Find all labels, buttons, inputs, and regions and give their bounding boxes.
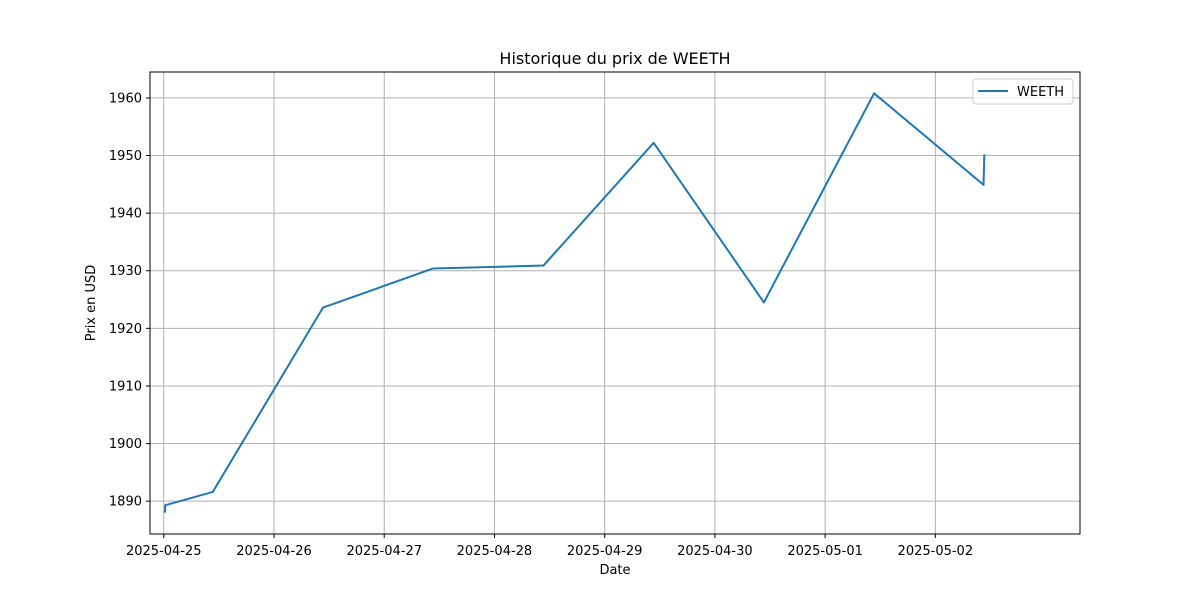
y-axis: 1890 1900 1910 1920 1930 1940 1950 1960 — [109, 91, 150, 510]
x-axis: 2025-04-25 2025-04-26 2025-04-27 2025-04-28… — [126, 534, 973, 559]
legend: WEETH — [972, 78, 1074, 105]
grid — [150, 72, 1080, 534]
y-tick-label: 1940 — [109, 207, 142, 222]
x-tick-label: 2025-04-28 — [457, 544, 533, 559]
x-tick-label: 2025-05-01 — [787, 544, 863, 559]
y-tick-label: 1920 — [109, 322, 142, 337]
chart-title: Historique du prix de WEETH — [499, 49, 730, 68]
x-tick-label: 2025-04-29 — [567, 544, 643, 559]
x-axis-label: Date — [599, 563, 630, 578]
y-tick-label: 1900 — [109, 437, 142, 452]
x-tick-label: 2025-04-30 — [677, 544, 753, 559]
y-tick-label: 1930 — [109, 264, 142, 279]
x-tick-label: 2025-04-26 — [236, 544, 312, 559]
y-tick-label: 1890 — [109, 495, 142, 510]
plot-background — [150, 72, 1080, 534]
x-tick-label: 2025-05-02 — [898, 544, 974, 559]
x-tick-label: 2025-04-25 — [126, 544, 202, 559]
legend-box — [972, 78, 1074, 105]
plot-frame — [149, 71, 1081, 535]
y-tick-label: 1910 — [109, 379, 142, 394]
y-axis-label: Prix en USD — [84, 265, 99, 342]
line-layer — [163, 92, 986, 513]
y-tick-label: 1950 — [109, 149, 142, 164]
legend-label: WEETH — [1017, 85, 1064, 100]
x-tick-label: 2025-04-27 — [346, 544, 422, 559]
y-tick-label: 1960 — [109, 91, 142, 106]
